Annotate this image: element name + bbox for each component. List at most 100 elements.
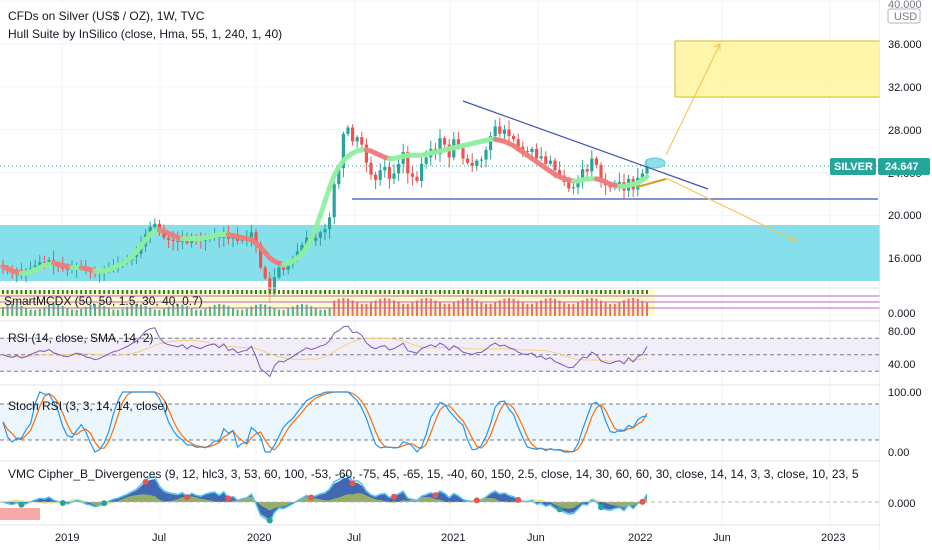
candle-body[interactable] [148, 226, 152, 235]
candle-body[interactable] [415, 176, 419, 181]
candle-body[interactable] [640, 173, 644, 178]
candle-body[interactable] [259, 244, 263, 268]
candle-body[interactable] [162, 232, 166, 238]
candle-body[interactable] [502, 129, 506, 134]
stoch-rsi-pane[interactable] [0, 391, 880, 453]
candle-body[interactable] [364, 144, 368, 163]
vmc-cipher-label[interactable]: VMC Cipher_B_Divergences (9, 12, hlc3, 3… [8, 467, 859, 481]
candle-body[interactable] [617, 182, 621, 185]
candle-body[interactable] [424, 157, 428, 164]
candle-body[interactable] [521, 146, 525, 151]
candle-body[interactable] [507, 129, 511, 137]
candle-body[interactable] [272, 277, 276, 295]
candle-body[interactable] [571, 187, 575, 189]
candle-body[interactable] [438, 138, 442, 155]
candle-body[interactable] [489, 136, 493, 150]
symbol-tag[interactable] [830, 158, 876, 175]
candle-body[interactable] [599, 164, 603, 180]
candle-body[interactable] [516, 139, 520, 147]
candle-body[interactable] [456, 139, 460, 147]
candle-body[interactable] [318, 232, 322, 238]
candle-body[interactable] [420, 163, 424, 181]
candle-body[interactable] [360, 137, 364, 145]
indicator-title[interactable]: Hull Suite by InSilico (close, Hma, 55, … [8, 27, 282, 41]
candle-body[interactable] [38, 262, 42, 266]
candle-body[interactable] [493, 126, 497, 137]
chart-title[interactable]: CFDs on Silver (US$ / OZ), 1W, TVC [8, 9, 205, 23]
projection-down-line[interactable] [665, 177, 797, 242]
candle-body[interactable] [387, 167, 391, 179]
candle-body[interactable] [590, 158, 594, 172]
candle-body[interactable] [498, 126, 502, 134]
candle-body[interactable] [47, 260, 51, 264]
candle-body[interactable] [323, 229, 327, 233]
rsi-pane[interactable] [0, 325, 880, 378]
candle-body[interactable] [314, 237, 318, 241]
time-axis[interactable]: 2019 Jul 2020 Jul 2021 Jun 2022 Jun 2023 [55, 532, 845, 544]
candle-body[interactable] [512, 136, 516, 140]
candle-body[interactable] [167, 237, 171, 240]
candle-body[interactable] [286, 264, 290, 270]
candle-body[interactable] [548, 160, 552, 164]
smartmcdx-label[interactable]: SmartMCDX (50, 50, 1.5, 30, 40, 0.7) [4, 294, 203, 308]
candle-body[interactable] [484, 149, 488, 160]
candle-body[interactable] [443, 138, 447, 145]
candle-body[interactable] [530, 148, 534, 153]
stoch-rsi-label[interactable]: Stoch RSI (3, 3, 14, 14, close) [8, 399, 168, 413]
last-price-tag[interactable] [878, 158, 930, 175]
candle-body[interactable] [475, 160, 479, 166]
candle-body[interactable] [539, 156, 543, 159]
candle-body[interactable] [369, 162, 373, 175]
candle-body[interactable] [171, 239, 175, 241]
candle-body[interactable] [263, 267, 267, 279]
candle-body[interactable] [470, 162, 474, 166]
candle-body[interactable] [378, 170, 382, 180]
vmc-cipher-pane[interactable] [0, 474, 880, 524]
candle-body[interactable] [355, 137, 359, 142]
candle-body[interactable] [328, 217, 332, 230]
currency-badge[interactable] [887, 8, 921, 24]
candle-body[interactable] [406, 152, 410, 174]
candle-body[interactable] [466, 158, 470, 163]
smartmcdx-pane[interactable] [0, 290, 880, 316]
candle-body[interactable] [558, 170, 562, 176]
candle-body[interactable] [351, 127, 355, 142]
breakout-marker [644, 157, 666, 169]
candle-body[interactable] [282, 267, 286, 270]
candle-body[interactable] [479, 159, 483, 161]
price-axis[interactable]: 40.000 USD 36.000 32.000 28.000 24.000 2… [830, 0, 932, 550]
candle-body[interactable] [585, 169, 589, 172]
candle-body[interactable] [277, 267, 281, 278]
rsi-label[interactable]: RSI (14, close, SMA, 14, 2) [8, 331, 153, 345]
candle-body[interactable] [525, 151, 529, 153]
candle-body[interactable] [567, 182, 571, 189]
candle-body[interactable] [392, 173, 396, 179]
candle-body[interactable] [249, 232, 253, 238]
candle-body[interactable] [461, 146, 465, 159]
candle-body[interactable] [374, 174, 378, 180]
candle-body[interactable] [535, 148, 539, 159]
candle-body[interactable] [332, 184, 336, 218]
candle-body[interactable] [383, 167, 387, 171]
candle-body[interactable] [337, 168, 341, 185]
candle-body[interactable] [153, 223, 157, 227]
candle-body[interactable] [65, 268, 69, 270]
candle-body[interactable] [268, 278, 272, 295]
candle-body[interactable] [544, 156, 548, 164]
candle-body[interactable] [341, 133, 345, 169]
candle-body[interactable] [553, 160, 557, 171]
downtrend-line[interactable] [462, 100, 709, 190]
candle-body[interactable] [300, 245, 304, 252]
candle-body[interactable] [176, 240, 180, 242]
candle-body[interactable] [254, 232, 258, 245]
candle-body[interactable] [581, 169, 585, 179]
candle-body[interactable] [410, 173, 414, 177]
candle-body[interactable] [305, 237, 309, 246]
candle-body[interactable] [645, 165, 649, 174]
candle-body[interactable] [346, 127, 350, 134]
candle-body[interactable] [42, 262, 46, 264]
candle-body[interactable] [594, 158, 598, 165]
candle-body[interactable] [397, 163, 401, 174]
projection-up-line[interactable] [665, 43, 721, 156]
